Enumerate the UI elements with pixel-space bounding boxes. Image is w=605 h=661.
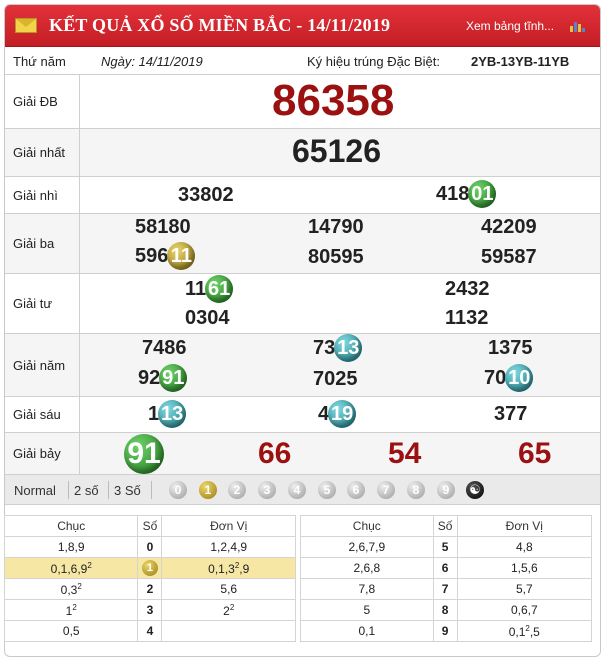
prize-row-sau: Giải sáu 1 13 4 19 377 <box>5 397 600 433</box>
loto-ball: 61 <box>205 275 234 303</box>
prize-number: 33802 <box>178 184 234 206</box>
special-code: 2YB-13YB-11YB <box>471 54 570 69</box>
prize-number: 4 19 <box>318 400 357 428</box>
loto-ball: 91 <box>159 364 188 392</box>
prize-number: 0304 <box>185 307 230 329</box>
prize-number: 11 61 <box>185 275 234 303</box>
digit-filter-8[interactable]: 8 <box>407 481 425 499</box>
loto-ball: 91 <box>124 434 164 474</box>
prize-row-nhi: Giải nhì 33802 418 01 <box>5 177 600 214</box>
prize-number: 1375 <box>488 337 533 359</box>
weekday: Thứ năm <box>13 54 66 69</box>
prize-number: 7486 <box>142 337 187 359</box>
col-donvi: Đơn Vị <box>456 515 593 537</box>
prize-label: Giải ĐB <box>5 75 80 128</box>
filter-3-so[interactable]: 3 Số <box>114 483 141 498</box>
col-so: Số <box>137 515 163 537</box>
info-row: Thứ năm Ngày: 14/11/2019 Ký hiệu trúng Đ… <box>5 47 600 75</box>
highlight-ball: 1 <box>141 560 158 576</box>
prize-row-tu: Giải tư 11 61 2432 0304 1132 <box>5 274 600 334</box>
table-row: 7,8 7 5,7 <box>300 578 593 600</box>
prize-label: Giải năm <box>5 334 80 396</box>
first-prize-number: 65126 <box>292 133 381 169</box>
filter-2-so[interactable]: 2 số <box>74 483 99 498</box>
prize-label: Giải ba <box>5 214 80 273</box>
prize-number: 596 11 <box>135 242 196 270</box>
page-title: KẾT QUẢ XỔ SỐ MIỀN BẮC - 14/11/2019 <box>49 15 391 35</box>
digit-filter-2[interactable]: 2 <box>228 481 246 499</box>
special-prize-number: 86358 <box>272 76 395 125</box>
col-so: Số <box>432 515 458 537</box>
bar-chart-icon[interactable] <box>570 22 585 32</box>
digit-filter-6[interactable]: 6 <box>347 481 365 499</box>
prize-number: 418 01 <box>436 180 497 208</box>
prize-number: 54 <box>388 437 422 470</box>
table-row: 2,6,7,9 5 4,8 <box>300 536 593 558</box>
digit-filter-4[interactable]: 4 <box>288 481 306 499</box>
prize-row-nhat: Giải nhất 65126 <box>5 129 600 177</box>
table-row: 12 3 22 <box>3 599 296 621</box>
loto-tables: Chục Số Đơn Vị 1,8,9 0 1,2,4,9 0,1,6,92 … <box>3 515 593 642</box>
col-donvi: Đơn Vị <box>161 515 296 537</box>
prize-grid: Giải ĐB 86358 Giải nhất 65126 Giải nhì 3… <box>5 75 600 475</box>
loto-ball: 01 <box>468 180 497 208</box>
prize-number: 66 <box>258 437 292 470</box>
envelope-icon <box>15 18 37 33</box>
table-row: 1,8,9 0 1,2,4,9 <box>3 536 296 558</box>
prize-label: Giải bảy <box>5 433 80 474</box>
prize-number: 42209 <box>481 216 537 238</box>
filter-normal[interactable]: Normal <box>14 483 56 498</box>
prize-number: 2432 <box>445 278 490 300</box>
prize-number: 73 13 <box>313 334 363 362</box>
prize-number: 91 <box>124 434 164 474</box>
digit-filter-7[interactable]: 7 <box>377 481 395 499</box>
loto-ball: 13 <box>334 334 363 362</box>
loto-ball: 13 <box>158 400 187 428</box>
prize-label: Giải nhất <box>5 129 80 176</box>
prize-number: 1 13 <box>148 400 187 428</box>
loto-table-right: Chục Số Đơn Vị 2,6,7,9 5 4,8 2,6,8 6 1,5… <box>300 515 593 642</box>
filter-bar: Normal 2 số 3 Số 0 1 2 3 4 5 6 7 8 9 ☯ <box>5 475 600 505</box>
prize-number: 58180 <box>135 216 191 238</box>
table-row: 0,32 2 5,6 <box>3 578 296 600</box>
prize-number: 92 91 <box>138 364 188 392</box>
prize-number: 14790 <box>308 216 364 238</box>
prize-number: 80595 <box>308 246 364 268</box>
prize-row-bay: Giải bảy 91 66 54 65 <box>5 433 600 475</box>
digit-filter-0[interactable]: 0 <box>169 481 187 499</box>
col-chuc: Chục <box>300 515 434 537</box>
header-bar: KẾT QUẢ XỔ SỐ MIỀN BẮC - 14/11/2019 Xem … <box>5 5 600 47</box>
table-row: 0,1,6,92 1 0,1,32,9 <box>3 557 296 579</box>
yin-yang-icon[interactable]: ☯ <box>466 481 484 499</box>
digit-filter-5[interactable]: 5 <box>318 481 336 499</box>
table-row: 0,5 4 <box>3 620 296 642</box>
table-row: 2,6,8 6 1,5,6 <box>300 557 593 579</box>
prize-label: Giải nhì <box>5 177 80 213</box>
loto-ball: 19 <box>328 400 357 428</box>
digit-filter-9[interactable]: 9 <box>437 481 455 499</box>
static-table-link[interactable]: Xem bảng tĩnh... <box>466 19 555 33</box>
prize-label: Giải tư <box>5 274 80 333</box>
digit-filter-3[interactable]: 3 <box>258 481 276 499</box>
prize-row-db: Giải ĐB 86358 <box>5 75 600 129</box>
loto-ball: 10 <box>505 364 534 392</box>
loto-ball: 11 <box>167 242 196 270</box>
digit-filter-1[interactable]: 1 <box>199 481 217 499</box>
results-panel: KẾT QUẢ XỔ SỐ MIỀN BẮC - 14/11/2019 Xem … <box>4 4 601 657</box>
prize-number: 59587 <box>481 246 537 268</box>
special-code-label: Ký hiệu trúng Đặc Biệt: <box>307 54 440 69</box>
prize-number: 377 <box>494 403 528 425</box>
prize-label: Giải sáu <box>5 397 80 432</box>
prize-number: 70 10 <box>484 364 534 392</box>
prize-number: 1132 <box>445 307 489 329</box>
prize-row-ba: Giải ba 58180 14790 42209 596 11 80595 59… <box>5 214 600 274</box>
prize-number: 65 <box>518 437 552 470</box>
prize-number: 7025 <box>313 368 358 390</box>
loto-table-left: Chục Số Đơn Vị 1,8,9 0 1,2,4,9 0,1,6,92 … <box>3 515 296 642</box>
draw-date: Ngày: 14/11/2019 <box>101 54 203 69</box>
prize-row-nam: Giải năm 7486 73 13 1375 92 91 7025 70 10 <box>5 334 600 397</box>
col-chuc: Chục <box>3 515 139 537</box>
table-row: 0,1 9 0,12,5 <box>300 620 593 642</box>
table-row: 5 8 0,6,7 <box>300 599 593 621</box>
